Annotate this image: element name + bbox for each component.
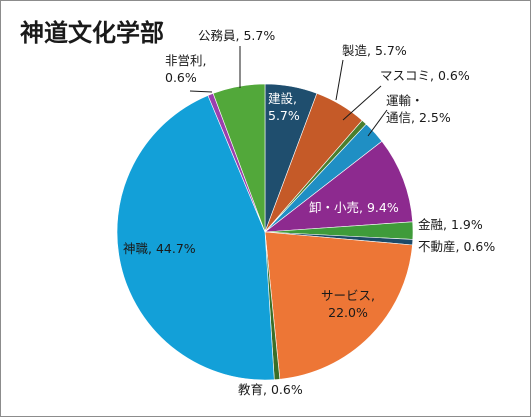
leader-line-2 xyxy=(342,85,382,121)
slice-label-11: 公務員, 5.7% xyxy=(198,28,275,43)
slice-label-6: 不動産, 0.6% xyxy=(418,239,495,254)
slice-label-10: 非営利, 0.6% xyxy=(165,53,206,85)
slice-4 xyxy=(264,140,413,233)
slice-label-2: マスコミ, 0.6% xyxy=(380,68,470,83)
leader-line-1 xyxy=(335,59,344,101)
slice-label-8: 教育, 0.6% xyxy=(238,382,303,397)
leader-line-10 xyxy=(189,90,213,93)
pie-slices xyxy=(116,83,414,381)
slice-label-4: 卸・小売, 9.4% xyxy=(309,200,399,215)
slice-11 xyxy=(212,83,266,233)
slice-label-7: サービス, 22.0% xyxy=(321,288,375,320)
slice-label-0: 建設, 5.7% xyxy=(268,91,300,123)
slice-labels: 建設, 5.7% 製造, 5.7% マスコミ, 0.6% 運輸・通信, 2.5% 卸・小売… xyxy=(123,28,495,397)
slice-label-5: 金融, 1.9% xyxy=(418,217,483,232)
slice-label-3: 運輸・通信, 2.5% xyxy=(386,93,451,125)
leader-line-3 xyxy=(367,109,388,137)
chart-title: 神道文化学部 xyxy=(20,19,164,47)
slice-9 xyxy=(116,95,275,381)
slice-label-1: 製造, 5.7% xyxy=(342,43,407,58)
slice-7 xyxy=(264,231,413,380)
leader-lines xyxy=(189,46,388,137)
slice-label-9: 神職, 44.7% xyxy=(123,241,196,256)
